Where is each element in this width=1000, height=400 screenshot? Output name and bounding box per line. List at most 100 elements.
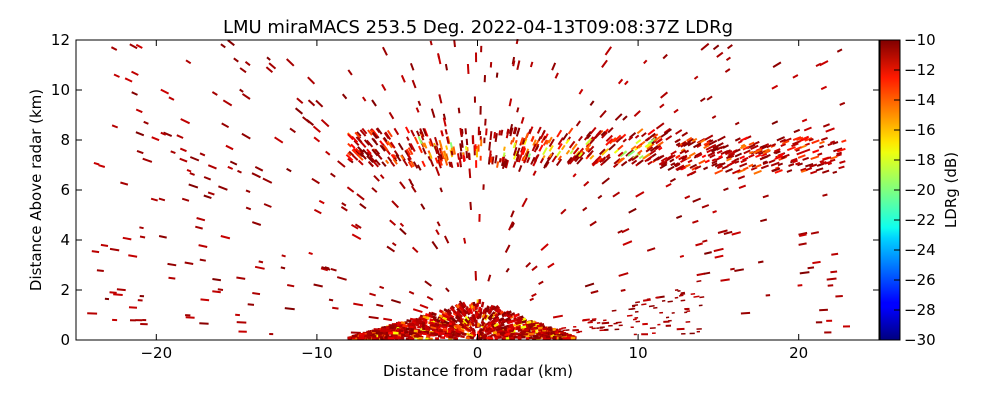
- ldr-point: [424, 327, 431, 331]
- ldr-point: [485, 308, 490, 313]
- ldr-point: [487, 274, 492, 282]
- ldr-point: [714, 169, 724, 175]
- ldr-point: [536, 126, 542, 134]
- ldr-point: [529, 297, 535, 302]
- ldr-point: [189, 156, 200, 162]
- ldr-point: [651, 152, 657, 158]
- ldr-point: [386, 140, 393, 149]
- ldr-data-points: [87, 38, 851, 341]
- ldr-point: [795, 161, 801, 166]
- ldr-point: [614, 113, 623, 121]
- ldr-point: [631, 159, 638, 165]
- ldr-point: [111, 124, 119, 129]
- ldr-point: [495, 327, 502, 332]
- ldr-point: [252, 292, 261, 296]
- ldr-point: [184, 261, 194, 265]
- ldr-point: [439, 144, 444, 150]
- ldr-point: [547, 136, 553, 144]
- ldr-point: [296, 97, 304, 105]
- ldr-point: [824, 160, 832, 165]
- ldr-point: [431, 312, 437, 317]
- ldr-point: [188, 183, 199, 189]
- ldr-point: [786, 169, 793, 173]
- ldr-point: [469, 201, 472, 210]
- ldr-point: [466, 308, 472, 314]
- ldr-point: [539, 158, 544, 164]
- ldr-point: [665, 183, 672, 188]
- ldr-point: [742, 166, 749, 171]
- ldr-point: [577, 135, 583, 142]
- ldr-point: [637, 159, 644, 165]
- ldr-point: [471, 318, 475, 323]
- ldr-point: [509, 221, 515, 229]
- ldr-point: [589, 138, 595, 145]
- ldr-point: [493, 334, 500, 338]
- ldr-point: [831, 252, 839, 256]
- ldr-point: [660, 156, 668, 163]
- ldr-point: [678, 156, 684, 161]
- ldr-point: [827, 142, 833, 147]
- ldr-point: [537, 326, 543, 330]
- ldr-point: [797, 284, 803, 287]
- ldr-point: [531, 265, 538, 272]
- ldr-point: [330, 267, 337, 272]
- ldr-point: [818, 144, 825, 149]
- colorbar-tick-label: −30: [904, 331, 936, 349]
- ldr-point: [383, 317, 393, 322]
- ldr-point: [294, 107, 304, 115]
- ldr-point: [354, 131, 361, 139]
- ldr-point: [681, 141, 687, 146]
- ldr-point: [659, 163, 668, 170]
- ldr-point: [351, 154, 359, 161]
- ldr-point: [410, 322, 415, 326]
- ldr-point: [142, 157, 153, 163]
- ldr-point: [451, 330, 456, 334]
- ldr-point: [495, 72, 499, 78]
- ldr-point: [557, 155, 563, 161]
- ldr-point: [589, 220, 597, 227]
- ldr-point: [200, 298, 210, 302]
- ldr-point: [520, 146, 526, 156]
- ldr-point: [131, 70, 139, 76]
- ldr-point: [465, 336, 470, 340]
- ldr-point: [179, 147, 187, 153]
- ldr-point: [485, 128, 488, 136]
- ldr-point: [254, 166, 264, 172]
- ldr-point: [439, 331, 446, 335]
- ldr-point: [737, 175, 746, 180]
- ldr-point: [557, 143, 563, 150]
- ldr-point: [707, 151, 716, 157]
- ldr-point: [613, 158, 621, 165]
- ldr-point: [551, 155, 558, 163]
- ldr-point: [761, 145, 768, 150]
- ldr-point: [416, 164, 422, 171]
- ldr-point: [411, 321, 416, 325]
- ldr-point: [381, 161, 387, 167]
- ldr-point: [704, 142, 710, 147]
- ldr-point: [585, 147, 591, 152]
- ldr-point: [601, 321, 610, 325]
- ldr-point: [494, 133, 498, 143]
- ldr-point: [481, 321, 486, 327]
- ldr-point: [410, 160, 415, 168]
- ldr-point: [700, 42, 710, 51]
- ldr-point: [702, 239, 708, 243]
- ldr-point: [458, 305, 464, 312]
- ldr-point: [583, 180, 590, 187]
- ldr-point: [751, 164, 757, 168]
- ldr-point: [473, 305, 477, 311]
- ldr-point: [143, 120, 149, 125]
- ldr-point: [726, 162, 733, 167]
- ldr-point: [646, 157, 652, 162]
- ldr-point: [341, 202, 347, 207]
- ldr-point: [281, 254, 286, 258]
- ldr-point: [450, 150, 454, 156]
- ldr-point: [245, 189, 251, 194]
- ldr-point: [430, 325, 437, 330]
- ldr-point: [236, 276, 246, 280]
- ldr-point: [100, 243, 109, 247]
- ldr-point: [617, 78, 624, 85]
- ldr-point: [675, 154, 681, 159]
- ldr-point: [460, 331, 467, 336]
- ldr-point: [420, 135, 425, 141]
